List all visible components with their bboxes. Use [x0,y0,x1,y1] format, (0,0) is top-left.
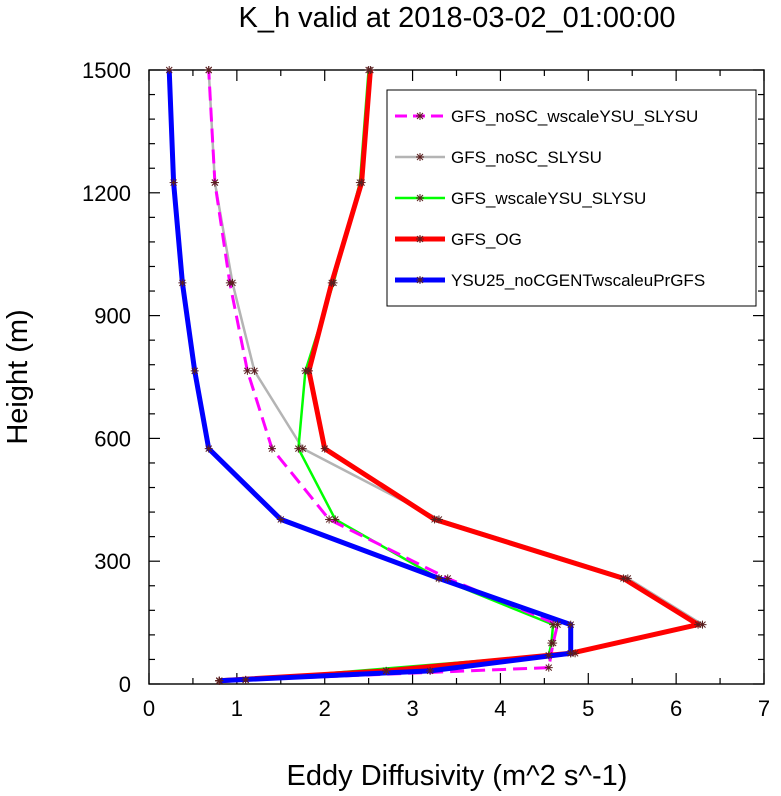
data-point-marker [331,516,339,523]
data-point-marker [358,179,365,186]
series-lines [165,66,707,685]
legend-label: GFS_OG [451,230,522,249]
data-point-marker [268,445,276,452]
legend-box [386,89,757,307]
x-tick-label: 3 [406,696,418,721]
x-tick-label: 4 [494,696,506,721]
legend-label: GFS_noSC_wscaleYSU_SLYSU [451,107,698,126]
data-point-marker [426,667,434,675]
data-point-marker [325,516,333,523]
x-tick-label: 1 [231,696,243,721]
x-tick-labels: 0 1 2 3 4 5 6 7 [143,696,770,721]
data-point-marker [431,516,438,523]
data-point-marker [205,66,213,74]
data-point-marker [251,367,258,375]
data-point-marker [205,445,213,452]
data-point-marker [179,279,186,287]
data-point-marker [244,367,251,375]
data-point-marker [620,575,627,582]
data-point-marker [305,367,313,375]
y-axis-label: Height (m) [2,309,34,444]
data-point-marker [444,575,452,582]
data-point-marker [277,516,285,523]
y-tick-label: 1200 [82,181,131,206]
data-point-marker [191,367,199,375]
data-point-marker [321,445,329,452]
x-tick-label: 7 [758,696,770,721]
data-point-marker [694,621,702,629]
legend-label: YSU25_noCGENTwscaleuPrGFS [451,271,705,290]
legend-marker [416,153,424,161]
legend-marker [416,112,424,120]
y-tick-label: 0 [119,672,131,697]
x-axis-label: Eddy Diffusivity (m^2 s^-1) [287,760,628,792]
legend-label: GFS_noSC_SLYSU [451,148,602,167]
y-tick-label: 300 [94,549,131,574]
y-tick-label: 1500 [82,58,131,83]
data-point-marker [215,677,223,685]
data-point-marker [242,676,249,684]
data-point-marker [545,664,553,671]
y-tick-label: 900 [94,304,131,329]
legend-marker [416,235,424,243]
data-point-marker [382,667,390,675]
data-point-marker [567,621,575,629]
data-point-marker [367,66,374,74]
y-tick-labels: 0 300 600 900 1200 1500 [82,58,131,697]
data-point-marker [226,279,234,287]
data-point-marker [211,179,219,186]
data-point-marker [295,445,302,452]
x-tick-label: 2 [319,696,331,721]
chart-title: K_h valid at 2018-03-02_01:00:00 [239,2,676,34]
x-tick-label: 5 [582,696,594,721]
x-tick-label: 0 [143,696,155,721]
legend: GFS_noSC_wscaleYSU_SLYSU GFS_noSC_SLYSU GF… [386,89,757,307]
data-point-marker [170,179,177,186]
data-point-marker [545,651,553,659]
y-tick-label: 600 [94,426,131,451]
series-line [207,69,559,683]
x-tick-label: 6 [670,696,682,721]
legend-label: GFS_wscaleYSU_SLYSU [451,189,646,208]
data-point-marker [567,649,575,657]
legend-marker [416,276,424,284]
legend-marker [416,194,424,202]
data-point-marker [165,66,173,74]
data-point-marker [435,575,443,582]
data-point-marker [549,639,557,647]
data-point-marker [328,279,336,287]
data-point-marker [554,621,561,629]
